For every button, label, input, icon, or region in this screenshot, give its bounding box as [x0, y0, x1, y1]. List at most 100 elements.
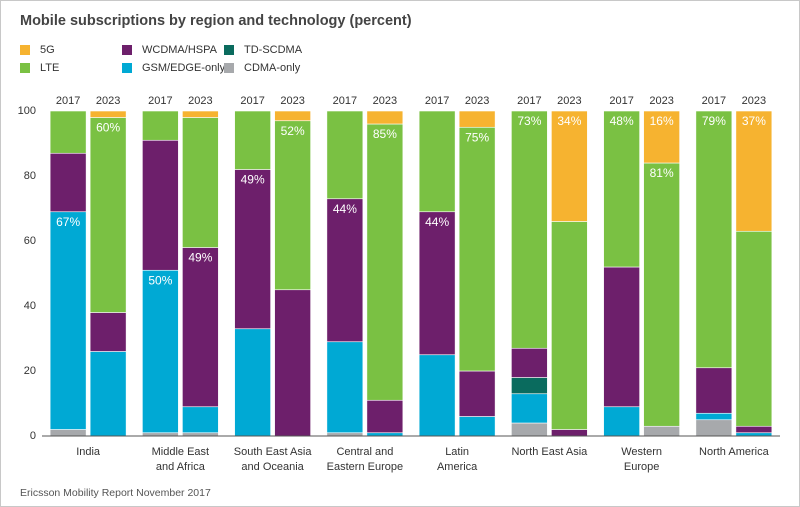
- bar-segment: [643, 162, 680, 427]
- value-label: 73%: [517, 114, 541, 128]
- x-tick-line: India: [76, 446, 101, 458]
- x-tick-line: North East Asia: [511, 446, 588, 458]
- year-label: 2023: [373, 95, 397, 107]
- bar-segment: [49, 152, 87, 213]
- y-tick-label: 80: [24, 170, 36, 182]
- value-label: 81%: [650, 166, 674, 180]
- bar-segment: [458, 126, 496, 372]
- value-label: 85%: [373, 127, 397, 141]
- year-label: 2017: [148, 95, 172, 107]
- y-tick-label: 60: [24, 235, 36, 247]
- x-tick-line: and Oceania: [241, 461, 304, 473]
- bar-segment: [551, 110, 588, 222]
- bar-segment: [182, 406, 219, 434]
- bar-segment: [643, 110, 680, 164]
- bar-segment: [366, 123, 404, 401]
- x-tick-label: Middle East and Africa: [152, 446, 209, 473]
- year-label: 2023: [557, 95, 581, 107]
- bar-segment: [735, 230, 773, 427]
- x-tick-line: Central and: [336, 446, 393, 458]
- legend-label: WCDMA/HSPA: [142, 44, 218, 56]
- bar-segment: [511, 377, 548, 395]
- year-label: 2017: [517, 95, 541, 107]
- year-label: 2023: [465, 95, 489, 107]
- bar-segment: [182, 247, 219, 408]
- bar-segment: [418, 354, 456, 437]
- bar-segment: [366, 110, 404, 125]
- chart-title: Mobile subscriptions by region and techn…: [20, 13, 412, 29]
- bar-segment: [418, 110, 456, 213]
- x-tick-line: America: [437, 461, 478, 473]
- value-label: 50%: [148, 273, 172, 287]
- year-label: 2023: [96, 95, 120, 107]
- year-label: 2023: [742, 95, 766, 107]
- bar-segment: [89, 110, 127, 118]
- bar-segment: [603, 406, 640, 437]
- legend-swatch: [224, 45, 234, 55]
- value-label: 48%: [610, 114, 634, 128]
- bar-segment: [551, 221, 588, 430]
- x-tick-label: North America: [699, 446, 770, 458]
- bar-segment: [274, 120, 311, 291]
- value-label: 67%: [56, 215, 80, 229]
- bar-segment: [234, 110, 271, 170]
- bar-segment: [274, 289, 311, 437]
- year-label: 2017: [333, 95, 357, 107]
- bar-segment: [142, 139, 179, 271]
- value-label: 60%: [96, 121, 120, 135]
- year-label: 2017: [56, 95, 80, 107]
- bar-segment: [326, 110, 364, 200]
- year-label: 2017: [702, 95, 726, 107]
- bar-segment: [142, 110, 179, 141]
- x-tick-line: Eastern Europe: [327, 461, 403, 473]
- bar-segment: [603, 110, 640, 268]
- legend-swatch: [20, 45, 30, 55]
- legend-label: LTE: [40, 62, 59, 74]
- value-label: 37%: [742, 114, 766, 128]
- legend-swatch: [122, 63, 132, 73]
- bar-segment: [551, 429, 588, 437]
- bar-segment: [274, 110, 311, 122]
- source: Ericsson Mobility Report November 2017: [20, 487, 211, 499]
- value-label: 16%: [650, 114, 674, 128]
- y-tick-label: 100: [18, 105, 36, 117]
- bar-segment: [234, 169, 271, 330]
- bar-segment: [511, 110, 548, 349]
- bar-segment: [458, 370, 496, 417]
- x-tick-label: India: [76, 446, 101, 458]
- legend-label: TD-SCDMA: [244, 44, 303, 56]
- bar-segment: [182, 117, 219, 248]
- bar-segment: [695, 419, 733, 437]
- legend-label: 5G: [40, 44, 55, 56]
- year-label: 2017: [425, 95, 449, 107]
- bar-segment: [735, 425, 773, 434]
- y-tick-label: 40: [24, 300, 36, 312]
- bar-segment: [643, 425, 680, 437]
- value-label: 44%: [425, 215, 449, 229]
- bar-segment: [511, 347, 548, 378]
- value-label: 34%: [557, 114, 581, 128]
- legend-label: CDMA-only: [244, 62, 301, 74]
- bar-segment: [418, 211, 456, 356]
- x-tick-line: North America: [699, 446, 770, 458]
- bar-segment: [142, 269, 179, 434]
- year-label: 2023: [188, 95, 212, 107]
- value-label: 75%: [465, 130, 489, 144]
- year-label: 2023: [280, 95, 304, 107]
- bar-segment: [603, 266, 640, 408]
- legend-swatch: [122, 45, 132, 55]
- bar-segment: [458, 110, 496, 128]
- legend-swatch: [224, 63, 234, 73]
- bar-segment: [49, 211, 87, 430]
- legend-swatch: [20, 63, 30, 73]
- bar-segment: [695, 412, 733, 421]
- year-label: 2017: [609, 95, 633, 107]
- legend-label: GSM/EDGE-only: [142, 62, 226, 74]
- value-label: 49%: [241, 173, 265, 187]
- x-tick-label: North East Asia: [511, 446, 588, 458]
- bar-segment: [182, 110, 219, 118]
- bar-segment: [511, 393, 548, 424]
- bar-segment: [49, 110, 87, 154]
